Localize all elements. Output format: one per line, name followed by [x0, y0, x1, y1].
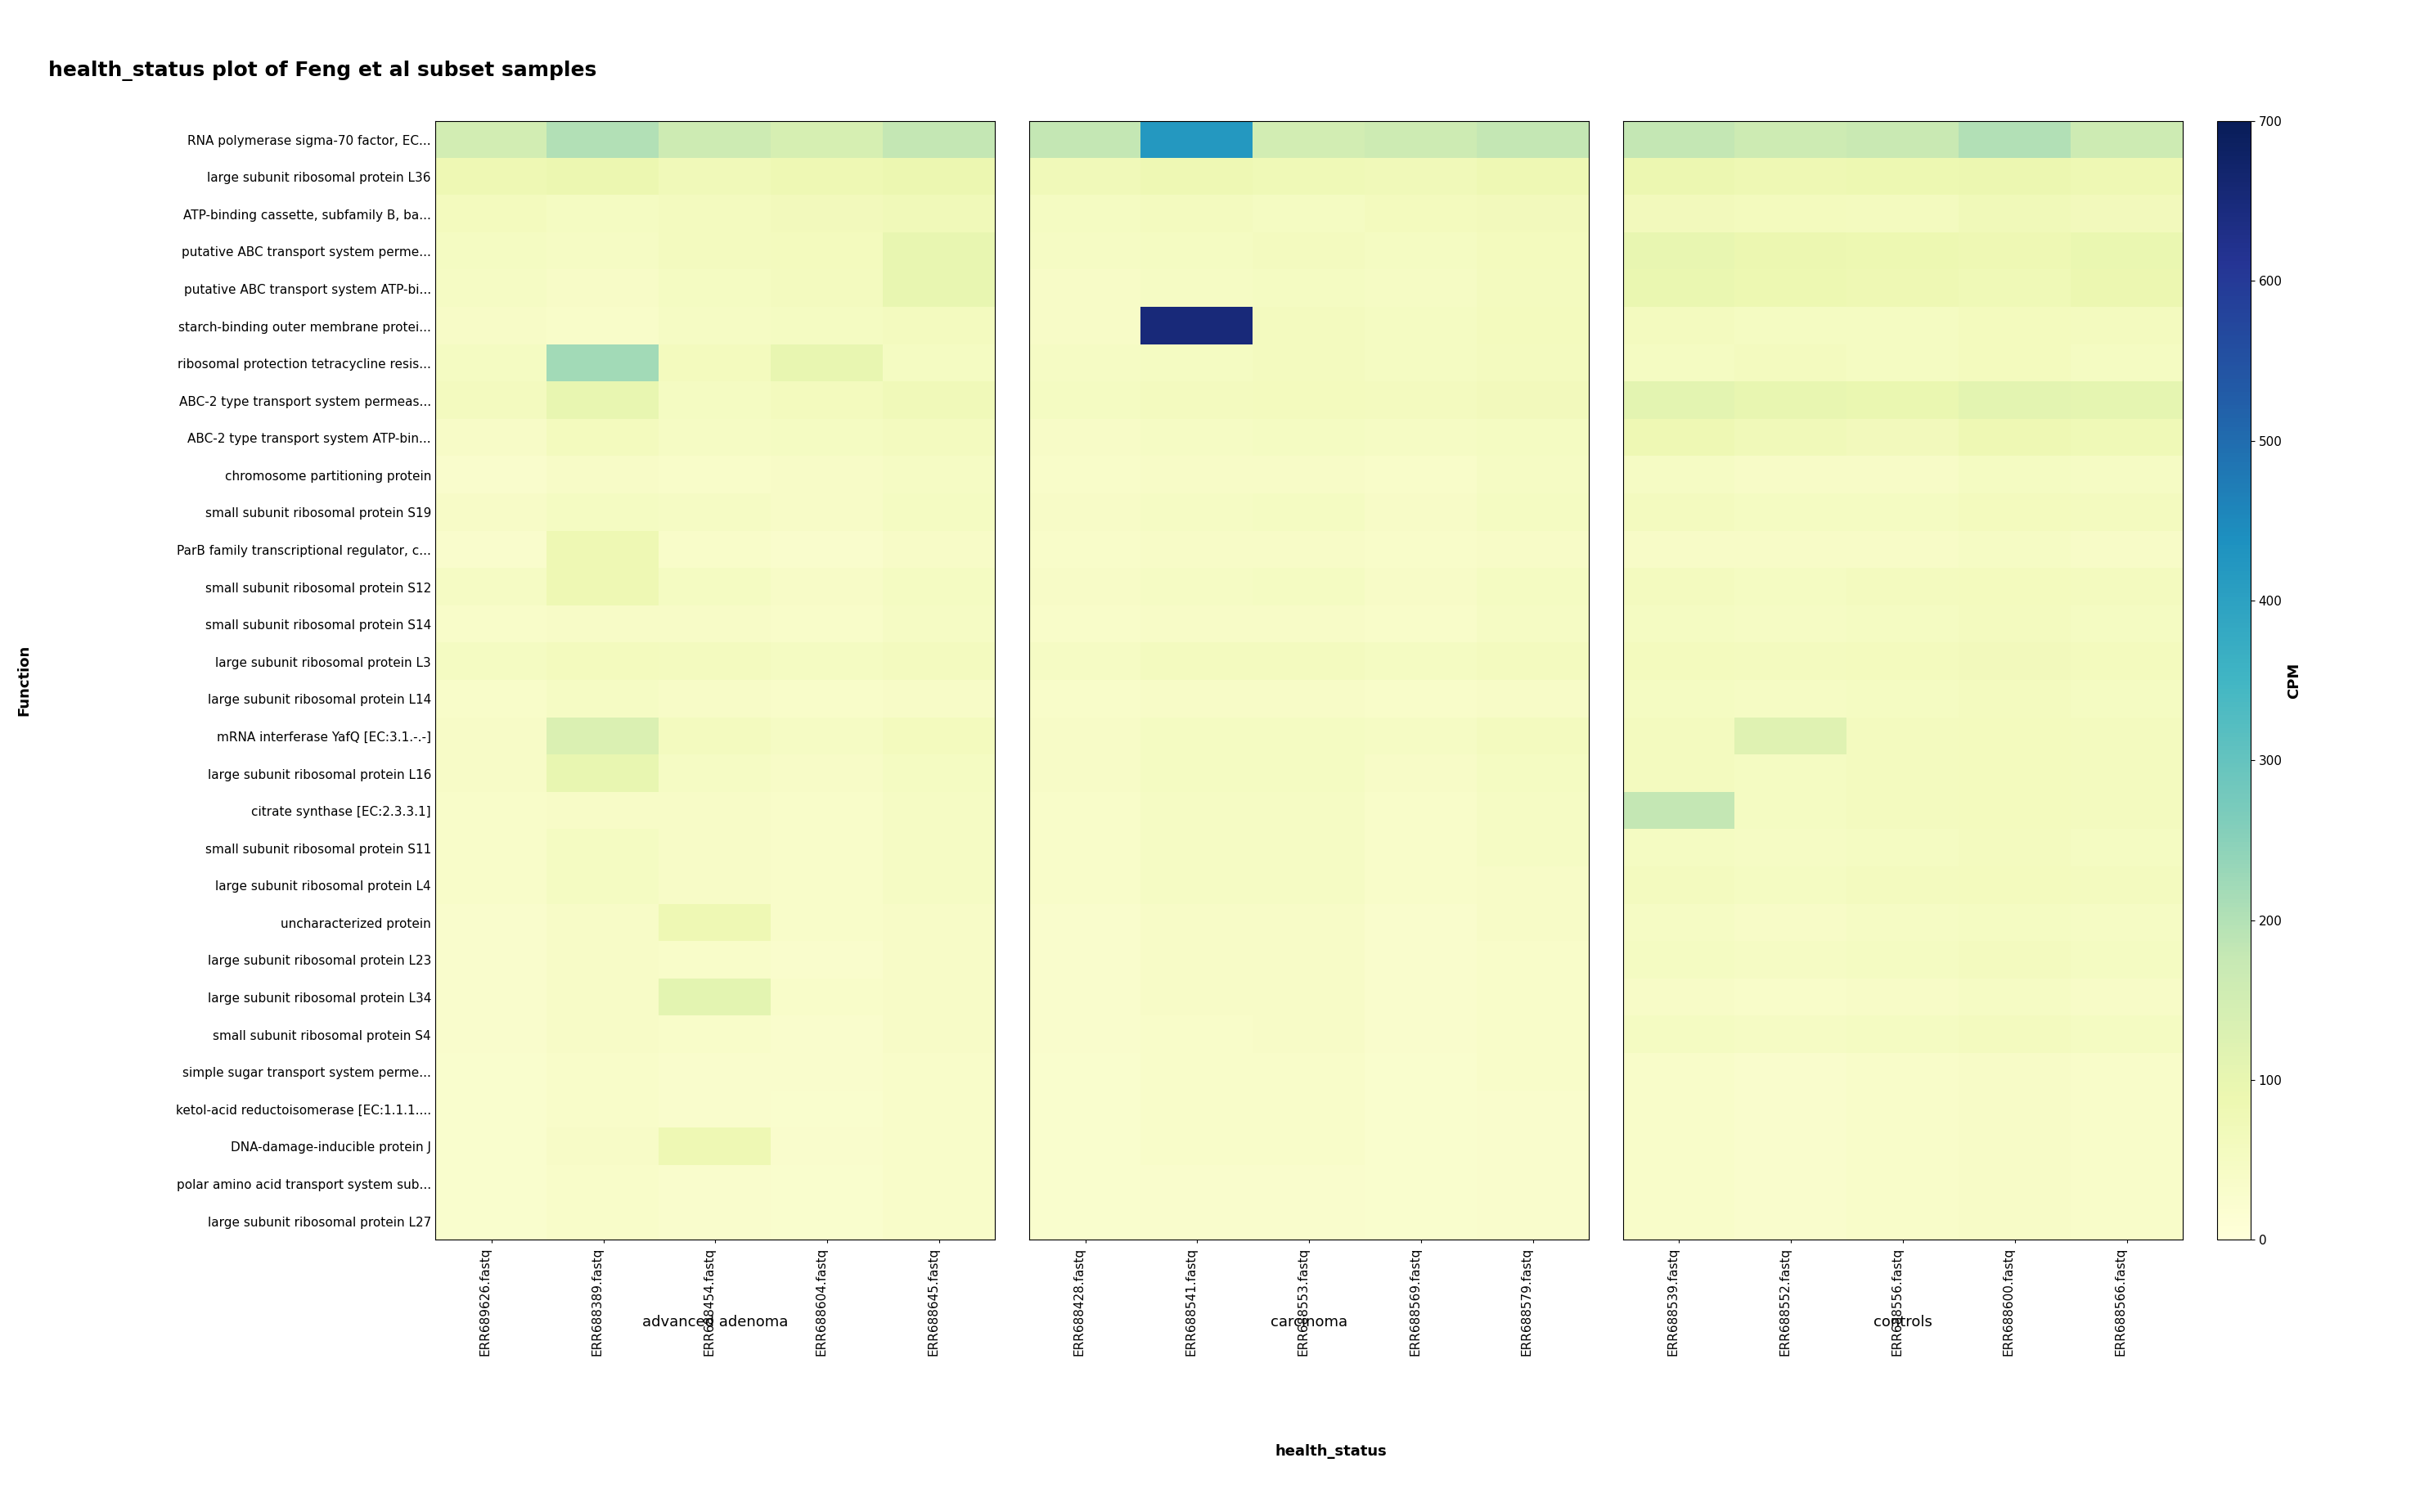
Text: controls: controls [1873, 1314, 1934, 1329]
Text: carcinoma: carcinoma [1270, 1314, 1348, 1329]
Text: health_status plot of Feng et al subset samples: health_status plot of Feng et al subset … [48, 60, 598, 82]
Text: health_status: health_status [1275, 1444, 1387, 1459]
Y-axis label: CPM: CPM [2287, 662, 2301, 699]
Text: advanced adenoma: advanced adenoma [641, 1314, 789, 1329]
Text: Function: Function [17, 644, 31, 717]
